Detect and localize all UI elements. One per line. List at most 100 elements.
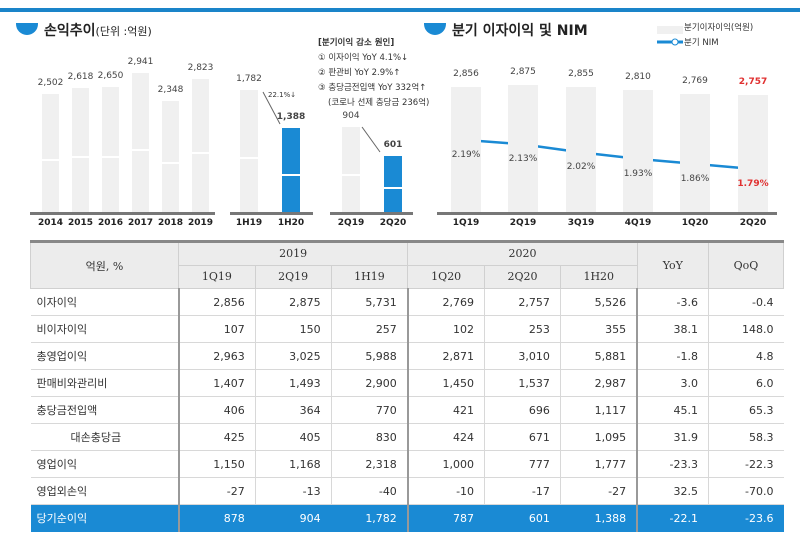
bar bbox=[282, 128, 300, 212]
nim-value-label: 2.02% bbox=[566, 162, 596, 173]
interest-bar bbox=[508, 85, 538, 212]
cell: 1,000 bbox=[406, 450, 485, 478]
cell: 5,731 bbox=[330, 288, 408, 316]
row-label: 판매비와관리비 bbox=[30, 369, 179, 397]
x-axis bbox=[437, 212, 777, 215]
bar bbox=[342, 127, 360, 212]
x-tick-label: 1H19 bbox=[235, 218, 263, 228]
cell: -70.0 bbox=[707, 477, 784, 505]
x-tick-label: 2Q20 bbox=[739, 218, 767, 228]
row-label: 충당금전입액 bbox=[30, 396, 179, 424]
cell: -27 bbox=[177, 477, 256, 505]
cell: 1,493 bbox=[254, 369, 332, 397]
legend-line-label: 분기 NIM bbox=[684, 38, 719, 48]
cell: -1.8 bbox=[636, 342, 709, 370]
note-heading: [분기이익 감소 원인] bbox=[318, 38, 395, 48]
cell: 770 bbox=[330, 396, 408, 424]
cell: 31.9 bbox=[636, 423, 709, 451]
bar-value-label: 2,757 bbox=[738, 76, 768, 87]
cell: 32.5 bbox=[636, 477, 709, 505]
top-accent-line bbox=[0, 8, 800, 12]
interest-bar bbox=[680, 93, 710, 212]
row-label: 당기순이익 bbox=[30, 504, 179, 532]
bar-value-label: 2,856 bbox=[453, 68, 479, 79]
cell: 406 bbox=[177, 396, 256, 424]
x-tick-label: 2019 bbox=[187, 218, 214, 228]
cell: 2,318 bbox=[330, 450, 408, 478]
nim-value-label: 2.13% bbox=[508, 154, 538, 165]
cell: 878 bbox=[177, 504, 256, 532]
cell: 3,025 bbox=[254, 342, 332, 370]
header-col-2Q20: 2Q20 bbox=[484, 264, 561, 289]
cell: -23.6 bbox=[707, 504, 784, 532]
row-label: 총영업이익 bbox=[30, 342, 179, 370]
table-row: 판매비와관리비 1,407 1,493 2,900 1,450 1,537 2,987 3.0… bbox=[30, 369, 784, 397]
table-row: 충당금전입액 406 364 770 421 696 1,117 45.1 65.3 bbox=[30, 396, 784, 424]
bar-value-label: 2,618 bbox=[67, 72, 94, 83]
legend-bar-swatch bbox=[657, 26, 683, 34]
x-tick-label: 3Q19 bbox=[567, 218, 595, 228]
cell: 3,010 bbox=[484, 342, 561, 370]
x-tick-label: 2016 bbox=[97, 218, 124, 228]
cell: 1,537 bbox=[484, 369, 561, 397]
bar bbox=[72, 88, 89, 212]
bar-value-label: 2,855 bbox=[568, 68, 594, 79]
cell: -40 bbox=[330, 477, 408, 505]
cell: 421 bbox=[406, 396, 485, 424]
title-text: 손익추이 bbox=[44, 23, 96, 39]
cell: 1,150 bbox=[177, 450, 256, 478]
bar bbox=[240, 90, 258, 212]
notes-box: [분기이익 감소 원인] ① 이자이익 YoY 4.1%↓ ② 판관비 YoY … bbox=[318, 36, 429, 111]
bar-value-label: 2,941 bbox=[127, 57, 154, 68]
nim-value-label: 1.86% bbox=[680, 173, 710, 184]
cell: 5,881 bbox=[559, 342, 638, 370]
cell: 1,777 bbox=[559, 450, 638, 478]
cell: 904 bbox=[254, 504, 332, 532]
bar-value-label: 2,823 bbox=[187, 62, 214, 73]
cell: -17 bbox=[484, 477, 561, 505]
x-tick-label: 2018 bbox=[157, 218, 184, 228]
cell: 1,168 bbox=[254, 450, 332, 478]
left-chart-title: 손익추이(단위 :억원) bbox=[44, 20, 152, 40]
header-year-2019: 2019 bbox=[177, 240, 409, 266]
x-tick-label: 1Q20 bbox=[681, 218, 709, 228]
x-tick-label: 2015 bbox=[67, 218, 94, 228]
cell: 58.3 bbox=[707, 423, 784, 451]
bar-value-label: 2,875 bbox=[510, 67, 536, 78]
cell: 2,900 bbox=[330, 369, 408, 397]
x-tick-label: 2Q19 bbox=[337, 218, 365, 228]
logo-icon bbox=[424, 23, 446, 35]
cell: 5,526 bbox=[559, 288, 638, 316]
bar bbox=[384, 155, 402, 212]
x-axis bbox=[30, 212, 215, 215]
unit-text: (단위 :억원) bbox=[95, 25, 152, 38]
interest-bar bbox=[566, 86, 596, 212]
cell: 150 bbox=[254, 315, 332, 343]
cell: 148.0 bbox=[707, 315, 784, 343]
bar-value-label: 2,769 bbox=[682, 75, 708, 86]
bar bbox=[132, 73, 149, 212]
note-item: ① 이자이익 YoY 4.1%↓ bbox=[318, 53, 409, 63]
note-item: ② 판관비 YoY 2.9%↑ bbox=[318, 68, 401, 78]
x-tick-label: 2Q19 bbox=[509, 218, 537, 228]
cell: 830 bbox=[330, 423, 408, 451]
cell: 2,871 bbox=[406, 342, 485, 370]
interest-bar bbox=[451, 86, 481, 212]
bar bbox=[102, 86, 119, 212]
cell: 102 bbox=[406, 315, 485, 343]
header-col-1H19: 1H19 bbox=[330, 264, 409, 289]
interest-bar bbox=[623, 90, 653, 212]
table-row: 이자이익 2,856 2,875 5,731 2,769 2,757 5,526 -3.6 -0… bbox=[30, 288, 784, 316]
x-tick-label: 4Q19 bbox=[624, 218, 652, 228]
header-col-2Q19: 2Q19 bbox=[254, 264, 332, 289]
x-tick-label: 2Q20 bbox=[379, 218, 407, 228]
interest-bar bbox=[738, 94, 768, 212]
cell: 405 bbox=[254, 423, 332, 451]
header-col-1Q19: 1Q19 bbox=[178, 264, 256, 289]
header-col-1Q20: 1Q20 bbox=[407, 264, 486, 289]
bar-value-label: 1,388 bbox=[276, 112, 306, 123]
cell: -23.3 bbox=[636, 450, 709, 478]
bar-value-label: 601 bbox=[383, 139, 403, 150]
bar-value-label: 2,502 bbox=[37, 77, 64, 88]
row-label: 영업외손익 bbox=[30, 477, 179, 505]
